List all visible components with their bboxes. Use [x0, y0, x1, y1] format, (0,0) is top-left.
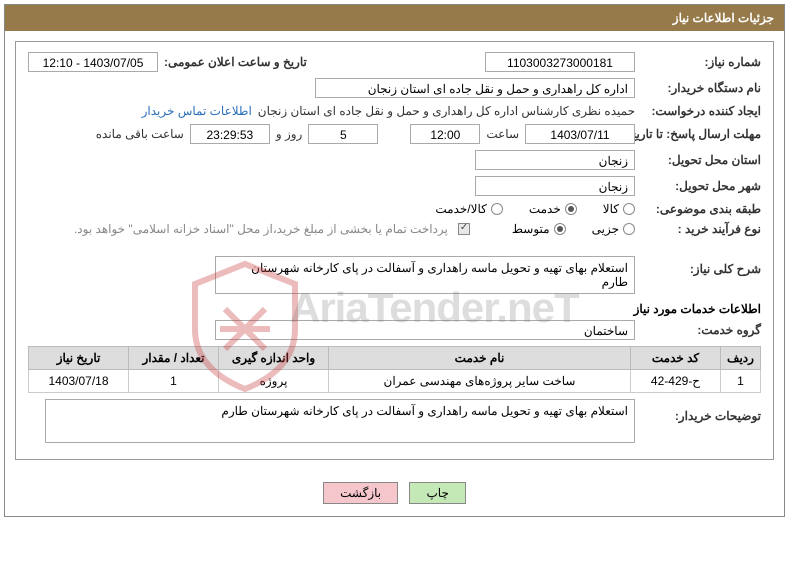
deadline-label: مهلت ارسال پاسخ: تا تاریخ: [641, 127, 761, 141]
service-group-label: گروه خدمت: [641, 323, 761, 337]
td-qty: 1 [129, 370, 219, 393]
th-service-code: کد خدمت [631, 347, 721, 370]
payment-note: پرداخت تمام یا بخشی از مبلغ خرید،از محل … [74, 222, 448, 236]
radio-partial[interactable] [623, 223, 635, 235]
td-need-date: 1403/07/18 [29, 370, 129, 393]
panel-title: جزئیات اطلاعات نیاز [673, 11, 774, 25]
desc-textarea: استعلام بهای تهیه و تحویل ماسه راهداری و… [215, 256, 635, 294]
need-number-label: شماره نیاز: [641, 55, 761, 69]
panel-header: جزئیات اطلاعات نیاز [5, 5, 784, 31]
requester-field: حمیده نظری کارشناس اداره کل راهداری و حم… [258, 104, 635, 118]
radio-goods-service-group[interactable]: کالا/خدمت [435, 202, 502, 216]
time-remaining-label: ساعت باقی مانده [96, 127, 184, 141]
buyer-notes-label: توضیحات خریدار: [641, 399, 761, 423]
category-label: طبقه بندی موضوعی: [641, 202, 761, 216]
radio-goods-group[interactable]: کالا [603, 202, 635, 216]
main-panel: جزئیات اطلاعات نیاز شماره نیاز: 11030032… [4, 4, 785, 517]
desc-text: استعلام بهای تهیه و تحویل ماسه راهداری و… [251, 261, 628, 289]
delivery-city-field: زنجان [475, 176, 635, 196]
deadline-hour-field: 12:00 [410, 124, 480, 144]
buyer-notes-text: استعلام بهای تهیه و تحویل ماسه راهداری و… [221, 404, 628, 418]
th-qty: تعداد / مقدار [129, 347, 219, 370]
table-row: 1 ح-429-42 ساخت سایر پروژه‌های مهندسی عم… [29, 370, 761, 393]
services-info-label: اطلاعات خدمات مورد نیاز [28, 302, 761, 316]
deadline-date-field: 1403/07/11 [525, 124, 635, 144]
th-row: ردیف [721, 347, 761, 370]
delivery-province-field: زنجان [475, 150, 635, 170]
radio-service-label: خدمت [529, 202, 561, 216]
th-service-name: نام خدمت [329, 347, 631, 370]
service-group-field: ساختمان [215, 320, 635, 340]
radio-partial-group[interactable]: جزیی [592, 222, 635, 236]
announce-datetime-field: 1403/07/05 - 12:10 [28, 52, 158, 72]
purchase-type-label: نوع فرآیند خرید : [641, 222, 761, 236]
buyer-org-label: نام دستگاه خریدار: [641, 81, 761, 95]
td-row: 1 [721, 370, 761, 393]
td-unit: پروژه [219, 370, 329, 393]
radio-goods-label: کالا [603, 202, 619, 216]
announce-datetime-label: تاریخ و ساعت اعلان عمومی: [164, 55, 307, 69]
payment-checkbox[interactable] [458, 223, 470, 235]
delivery-city-label: شهر محل تحویل: [641, 179, 761, 193]
desc-label: شرح کلی نیاز: [641, 256, 761, 276]
th-need-date: تاریخ نیاز [29, 347, 129, 370]
buyer-notes-textarea: استعلام بهای تهیه و تحویل ماسه راهداری و… [45, 399, 635, 443]
details-form: شماره نیاز: 1103003273000181 تاریخ و ساع… [15, 41, 774, 460]
th-unit: واحد اندازه گیری [219, 347, 329, 370]
radio-partial-label: جزیی [592, 222, 619, 236]
back-button[interactable]: بازگشت [323, 482, 398, 504]
delivery-province-label: استان محل تحویل: [641, 153, 761, 167]
print-button[interactable]: چاپ [409, 482, 465, 504]
requester-label: ایجاد کننده درخواست: [641, 104, 761, 118]
hour-label: ساعت [486, 127, 519, 141]
days-remaining-field: 5 [308, 124, 378, 144]
radio-goods[interactable] [623, 203, 635, 215]
table-header-row: ردیف کد خدمت نام خدمت واحد اندازه گیری ت… [29, 347, 761, 370]
radio-medium[interactable] [554, 223, 566, 235]
radio-service-group[interactable]: خدمت [529, 202, 577, 216]
radio-goods-service-label: کالا/خدمت [435, 202, 486, 216]
radio-service[interactable] [565, 203, 577, 215]
radio-medium-label: متوسط [512, 222, 550, 236]
buyer-contact-link[interactable]: اطلاعات تماس خریدار [142, 104, 252, 118]
services-table: ردیف کد خدمت نام خدمت واحد اندازه گیری ت… [28, 346, 761, 393]
button-row: چاپ بازگشت [5, 470, 784, 516]
td-service-code: ح-429-42 [631, 370, 721, 393]
buyer-org-field: اداره کل راهداری و حمل و نقل جاده ای است… [315, 78, 635, 98]
radio-medium-group[interactable]: متوسط [512, 222, 566, 236]
td-service-name: ساخت سایر پروژه‌های مهندسی عمران [329, 370, 631, 393]
need-number-field: 1103003273000181 [485, 52, 635, 72]
radio-goods-service[interactable] [491, 203, 503, 215]
days-and-label: روز و [276, 127, 303, 141]
time-remaining-field: 23:29:53 [190, 124, 270, 144]
